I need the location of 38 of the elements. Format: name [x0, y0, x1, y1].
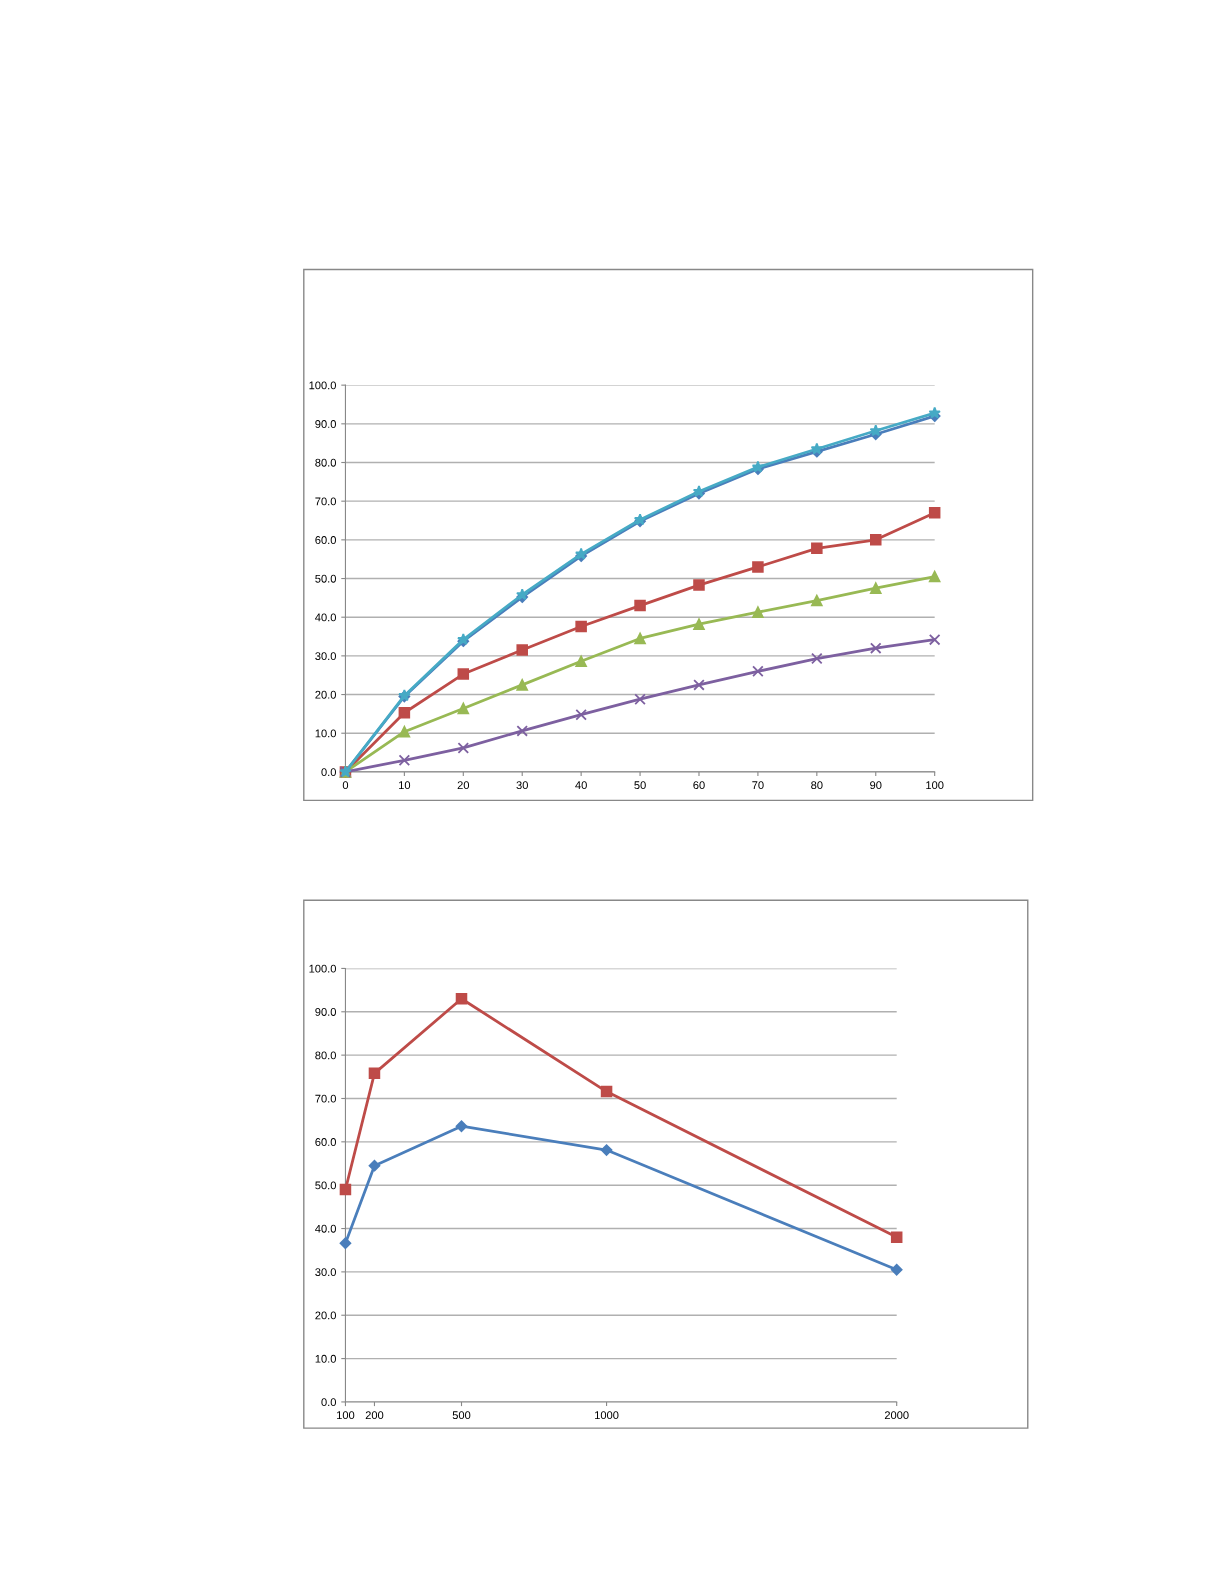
y-tick-label: 80.0 — [315, 1051, 336, 1060]
y-tick-label: 20.0 — [315, 1311, 336, 1320]
y-tick-label: 90.0 — [315, 420, 336, 428]
x-tick-label: 200 — [365, 1411, 384, 1420]
x-tick-label: 20 — [457, 781, 470, 790]
x-tick-label: 30 — [516, 781, 528, 790]
x-tick-label: 100 — [337, 1411, 355, 1420]
y-tick-label: 60.0 — [315, 1138, 336, 1146]
x-tick-label: 60 — [693, 781, 705, 790]
x-tick-label: 70 — [752, 781, 764, 790]
x-tick-label: 40 — [575, 781, 587, 790]
x-tick-label: 10 — [399, 781, 411, 790]
x-tick-label: 1000 — [595, 1411, 619, 1420]
y-tick-label: 100.0 — [309, 381, 336, 390]
y-tick-label: 70.0 — [315, 1094, 336, 1103]
y-tick-label: 90.0 — [315, 1008, 336, 1016]
x-tick-label: 2000 — [884, 1411, 909, 1420]
y-tick-label: 60.0 — [315, 536, 336, 544]
x-tick-label: 500 — [452, 1411, 471, 1420]
y-tick-label: 20.0 — [315, 690, 336, 699]
x-tick-label: 90 — [870, 781, 882, 790]
y-tick-label: 0.0 — [321, 768, 336, 777]
x-tick-label: 50 — [634, 781, 646, 790]
y-tick-label: 40.0 — [315, 1224, 336, 1233]
y-tick-label: 10.0 — [315, 729, 336, 738]
y-tick-label: 10.0 — [315, 1354, 336, 1363]
y-tick-label: 30.0 — [315, 652, 336, 661]
y-tick-label: 70.0 — [315, 497, 336, 506]
y-tick-label: 50.0 — [315, 574, 336, 583]
y-tick-label: 30.0 — [315, 1268, 336, 1277]
y-tick-label: 0.0 — [321, 1398, 336, 1407]
x-tick-label: 0 — [342, 781, 349, 790]
x-tick-label: 100 — [926, 781, 944, 790]
y-tick-label: 50.0 — [315, 1181, 336, 1190]
x-tick-label: 80 — [811, 781, 823, 790]
y-tick-label: 40.0 — [315, 613, 336, 622]
y-tick-label: 100.0 — [309, 964, 336, 973]
y-tick-label: 80.0 — [315, 458, 336, 467]
